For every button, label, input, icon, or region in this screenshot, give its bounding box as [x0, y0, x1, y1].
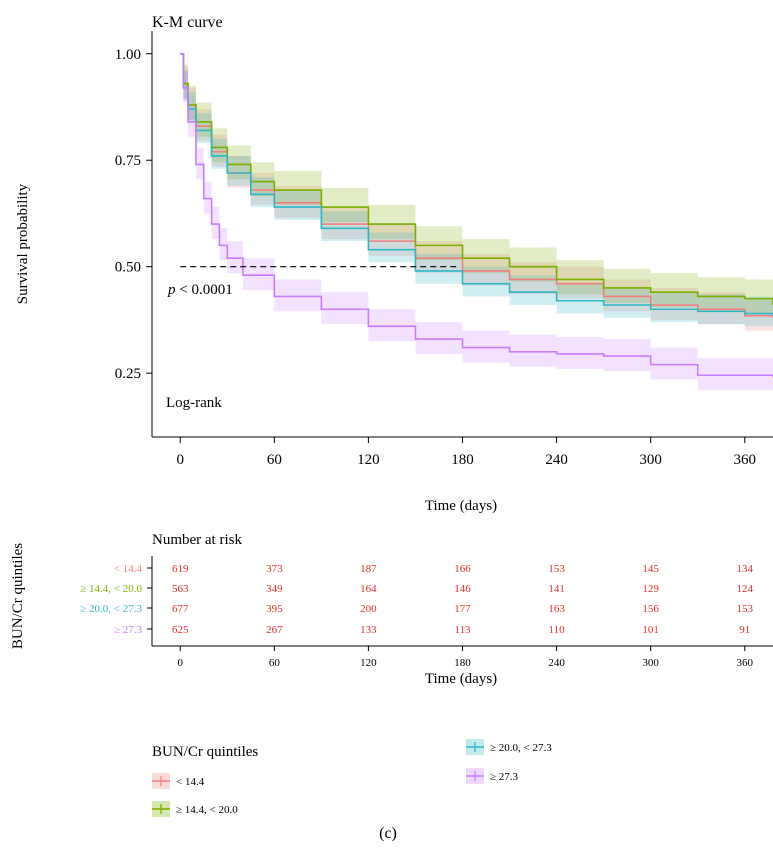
x-tick-label: 60	[267, 452, 282, 468]
risk-table-cell: 373	[266, 563, 283, 575]
risk-table-cell: 187	[360, 563, 377, 575]
risk-table-cell: 129	[642, 583, 659, 595]
risk-table-cell: 146	[454, 583, 471, 595]
y-tick-label: 1.00	[115, 47, 141, 63]
risk-table-x-tick-label: 120	[360, 657, 377, 669]
legend-label: ≥ 27.3	[490, 771, 519, 783]
risk-table-cell: 625	[172, 624, 189, 636]
risk-table-x-tick-label: 300	[642, 657, 659, 669]
risk-table-cell: 101	[642, 624, 659, 636]
risk-table-x-tick-label: 360	[737, 657, 754, 669]
risk-table-cell: 395	[266, 603, 283, 615]
risk-table-cell: 164	[360, 583, 377, 595]
x-tick-label: 300	[639, 452, 662, 468]
x-tick-label: 180	[451, 452, 474, 468]
risk-table-row-label: < 14.4	[114, 563, 143, 575]
risk-table-cell: 267	[266, 624, 283, 636]
risk-table-title: Number at risk	[152, 532, 242, 548]
risk-table-cell: 133	[360, 624, 377, 636]
risk-table-cell: 91	[739, 624, 750, 636]
risk-table-cell: 153	[548, 563, 565, 575]
confidence-band-3	[180, 53, 773, 329]
risk-table-cell: 677	[172, 603, 189, 615]
survival-curve-4	[180, 52, 773, 378]
risk-table-x-tick-label: 240	[548, 657, 565, 669]
risk-table-cell: 156	[642, 603, 659, 615]
p-value-annotation: p < 0.0001	[167, 282, 233, 298]
risk-table-cell: 200	[360, 603, 377, 615]
x-tick-label: 360	[734, 452, 757, 468]
risk-table-cell: 145	[642, 563, 659, 575]
confidence-band-2	[180, 53, 773, 320]
survival-curves	[180, 52, 773, 378]
y-tick-label: 0.25	[115, 366, 141, 382]
risk-table-cell: 619	[172, 563, 189, 575]
risk-table-row-label: ≥ 14.4, < 20.0	[80, 583, 142, 595]
figure-caption: (c)	[379, 825, 397, 842]
y-tick-label: 0.75	[115, 153, 141, 169]
confidence-band-4	[180, 53, 773, 393]
risk-table-cell: 124	[737, 583, 754, 595]
y-tick-label: 0.50	[115, 260, 141, 276]
y-axis-label: Survival probability	[15, 183, 31, 304]
legend-label: ≥ 20.0, < 27.3	[490, 742, 552, 754]
risk-table: < 14.4 619 373 187 166 153 145 134 ≥ 14.4, < 20.…	[80, 556, 773, 669]
p-value-symbol: p	[167, 282, 176, 298]
risk-table-group-label: BUN/Cr quintiles	[10, 543, 26, 649]
x-tick-label: 120	[357, 452, 380, 468]
legend: < 14.4 ≥ 14.4, < 20.0 ≥ 20.0, < 27.3 ≥ 27.3	[152, 739, 552, 817]
risk-table-cell: 153	[737, 603, 754, 615]
risk-table-cell: 563	[172, 583, 189, 595]
legend-item-3: ≥ 20.0, < 27.3	[466, 739, 552, 755]
risk-table-cell: 134	[737, 563, 754, 575]
legend-item-1: < 14.4	[152, 773, 205, 789]
plot-axes: 0.25 0.50 0.75 1.00 0 60 120 180 240 300 360	[115, 31, 773, 468]
x-tick-label: 240	[545, 452, 568, 468]
risk-table-row-label: ≥ 20.0, < 27.3	[80, 603, 142, 615]
risk-table-cell: 141	[548, 583, 565, 595]
risk-table-x-tick-label: 180	[454, 657, 471, 669]
confidence-band-1	[180, 53, 773, 333]
risk-table-cell: 349	[266, 583, 283, 595]
risk-table-cell: 166	[454, 563, 471, 575]
confidence-bands	[180, 53, 773, 393]
legend-title: BUN/Cr quintiles	[152, 744, 258, 760]
chart-title: K-M curve	[152, 14, 223, 31]
risk-table-cell: 163	[548, 603, 565, 615]
risk-table-row-label: ≥ 27.3	[114, 624, 143, 636]
risk-table-cell: 177	[454, 603, 471, 615]
p-value-text: < 0.0001	[176, 282, 233, 298]
legend-item-4: ≥ 27.3	[466, 768, 519, 784]
risk-table-cell: 113	[454, 624, 471, 636]
test-annotation: Log-rank	[166, 395, 222, 411]
risk-table-x-tick-label: 0	[177, 657, 183, 669]
legend-label: < 14.4	[176, 776, 205, 788]
risk-table-x-label: Time (days)	[425, 671, 497, 687]
risk-table-x-tick-label: 60	[269, 657, 281, 669]
x-axis-label: Time (days)	[425, 498, 497, 514]
risk-table-cell: 110	[549, 624, 566, 636]
legend-item-2: ≥ 14.4, < 20.0	[152, 801, 238, 817]
x-tick-label: 0	[176, 452, 184, 468]
legend-label: ≥ 14.4, < 20.0	[176, 804, 238, 816]
